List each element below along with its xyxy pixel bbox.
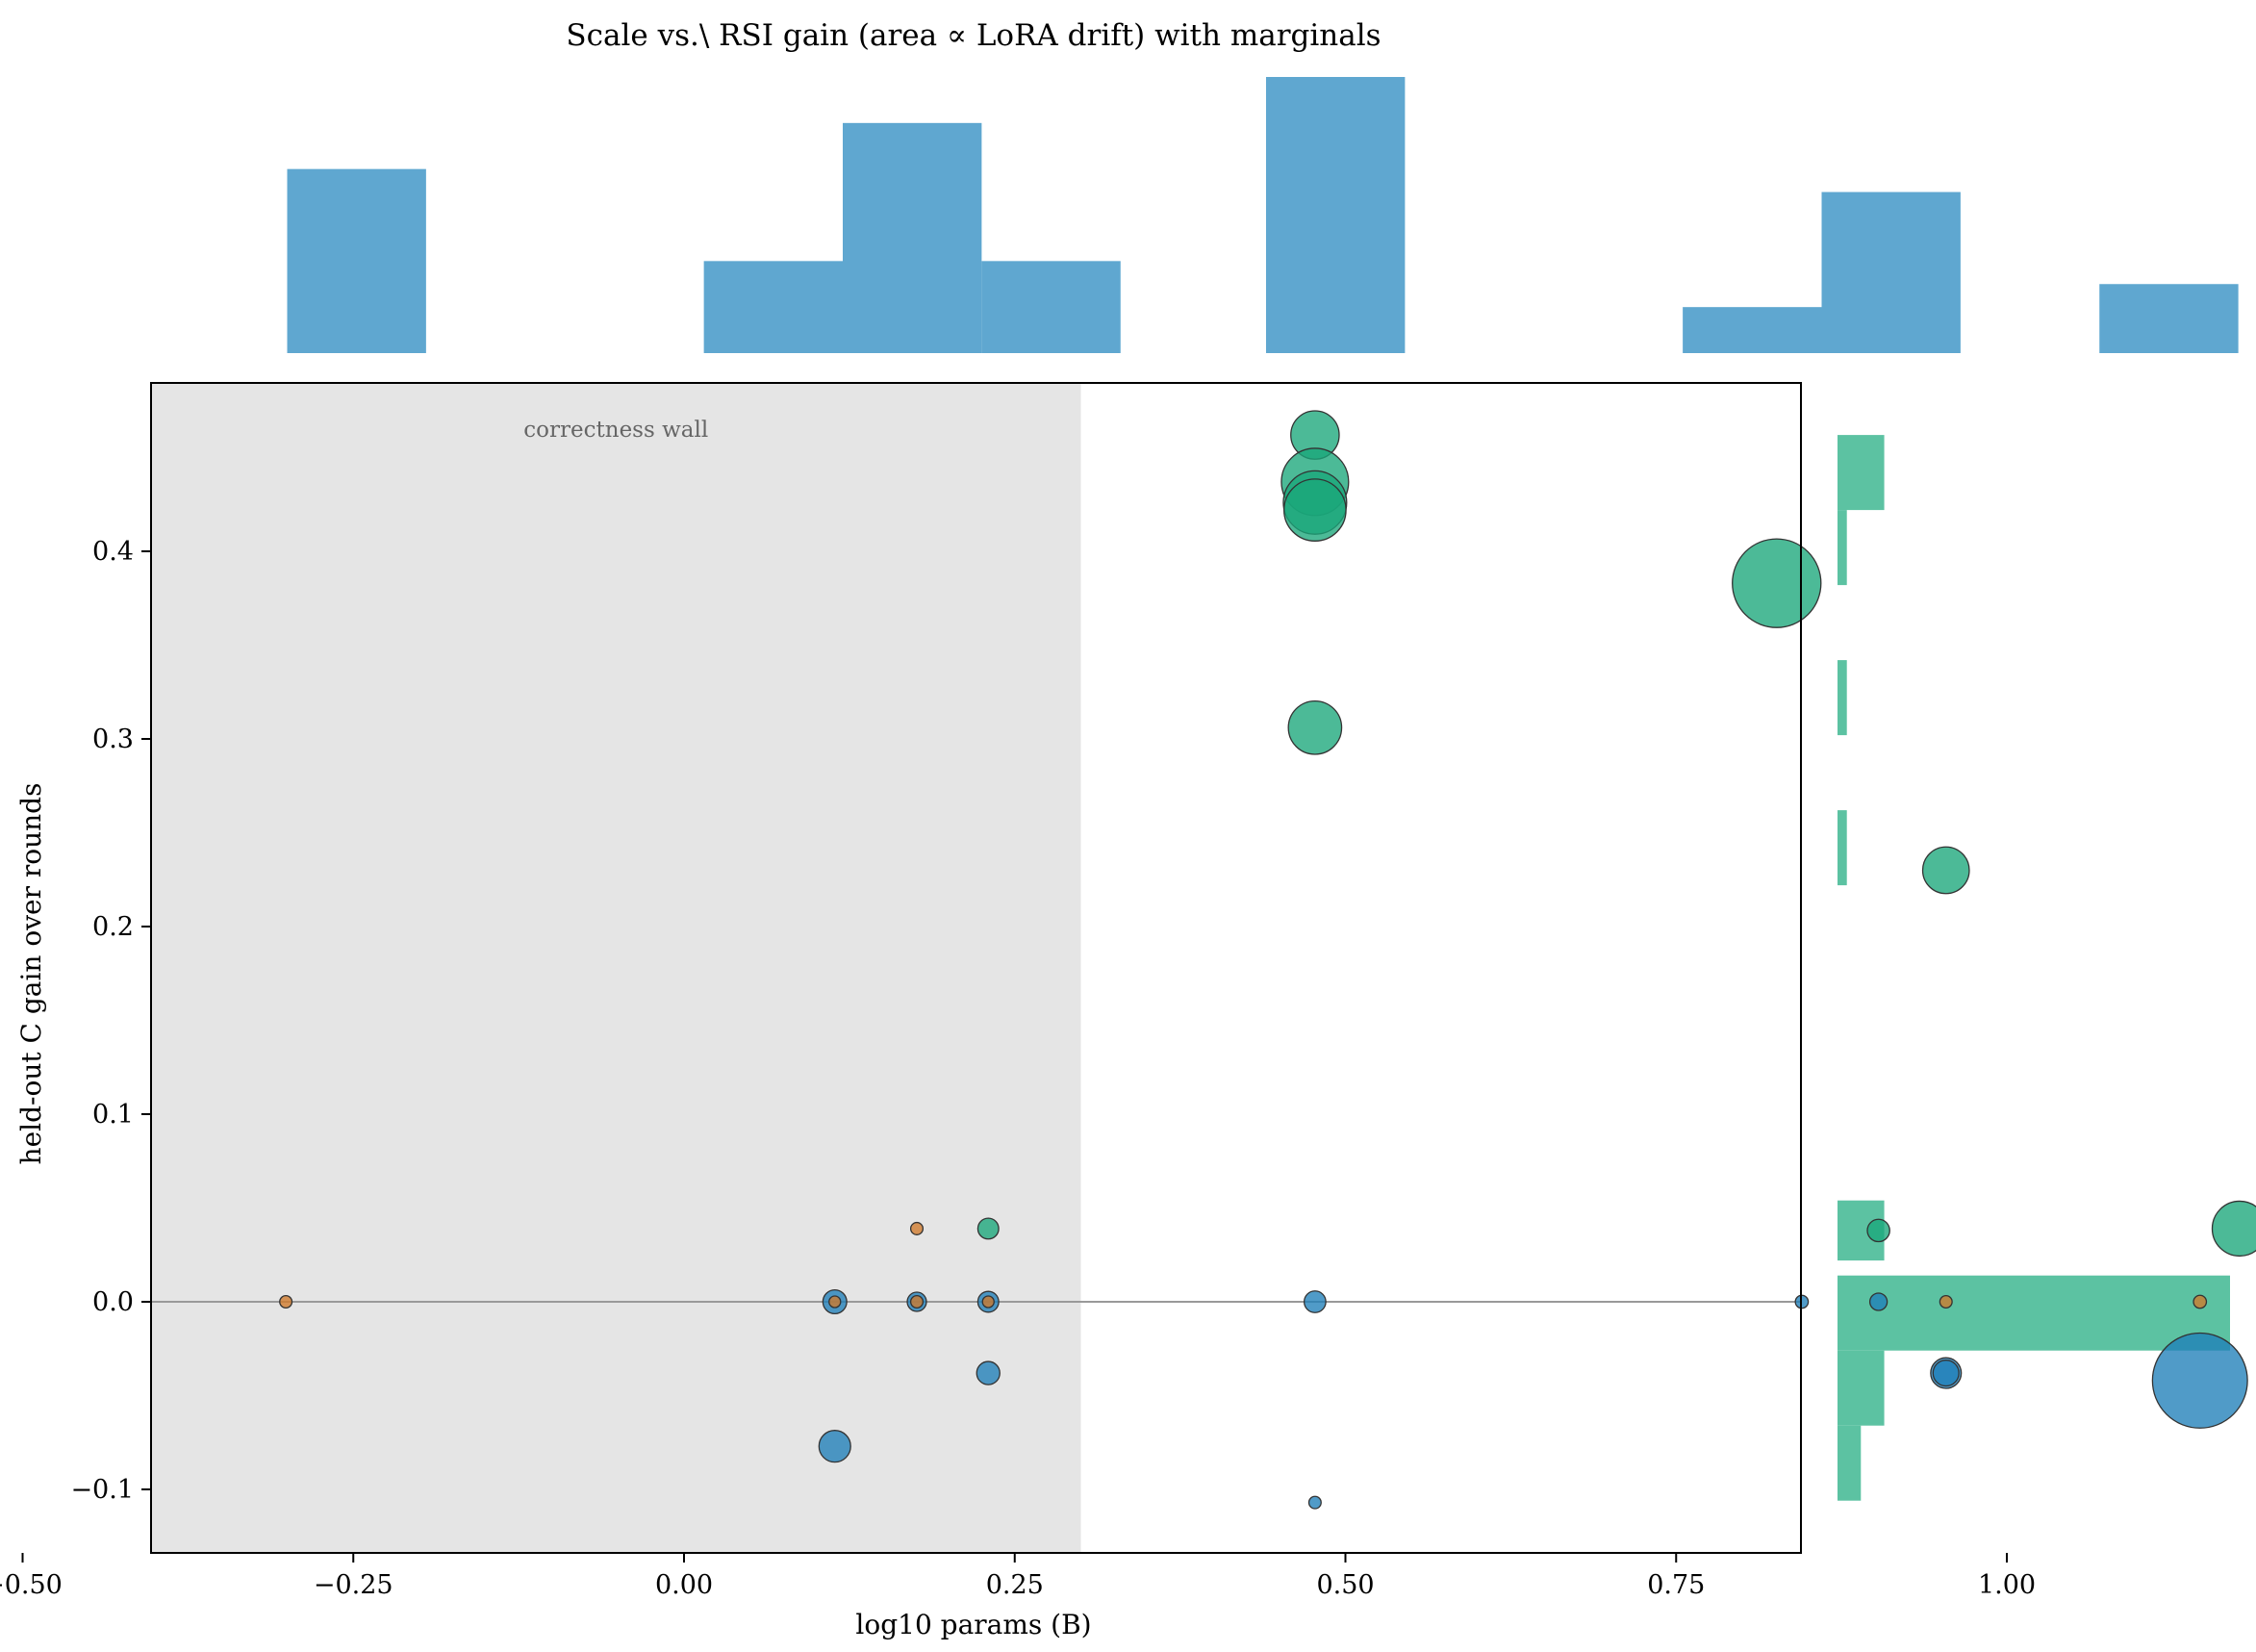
scatter-point-s0-p5 bbox=[1287, 699, 1343, 755]
top-hist-bar-7 bbox=[2099, 284, 2239, 353]
right-hist-bar-7 bbox=[1838, 1425, 1862, 1501]
right-hist-bar-3 bbox=[1838, 810, 1847, 886]
x-tick-label: −0.50 bbox=[0, 1570, 63, 1600]
scatter-point-s2-p1 bbox=[828, 1295, 842, 1309]
y-tick-label: 0.0 bbox=[92, 1287, 134, 1317]
scatter-point-s0-p9 bbox=[2211, 1200, 2256, 1258]
plot-frame bbox=[150, 382, 1802, 1554]
correctness-wall-region bbox=[151, 383, 1081, 1553]
y-tick-label: 0.3 bbox=[92, 724, 134, 754]
y-axis-ticks: −0.1 0.0 0.1 0.2 0.3 0.4 bbox=[70, 537, 151, 1505]
scatter-point-s2-p5 bbox=[1939, 1294, 1953, 1309]
scatter-point-s1-p8 bbox=[2151, 1332, 2248, 1429]
top-hist-bar-2 bbox=[843, 122, 982, 353]
right-hist-bar-5 bbox=[1838, 1275, 2230, 1351]
x-tick-label: 0.75 bbox=[1647, 1570, 1705, 1600]
top-hist-bar-1 bbox=[703, 261, 843, 353]
top-hist-bar-6 bbox=[1821, 191, 1961, 353]
right-hist-bar-6 bbox=[1838, 1350, 1885, 1426]
top-hist-bar-3 bbox=[981, 261, 1121, 353]
scatter-point-s0-p7 bbox=[976, 1217, 1000, 1240]
y-tick-label: −0.1 bbox=[70, 1475, 134, 1505]
scatter-point-s2-p6 bbox=[2193, 1294, 2208, 1309]
scatter-point-s2-p0 bbox=[279, 1294, 293, 1309]
x-tick-label: 0.00 bbox=[655, 1570, 713, 1600]
x-tick-label: 0.50 bbox=[1316, 1570, 1374, 1600]
x-tick-label: 0.25 bbox=[986, 1570, 1044, 1600]
scatter-point-s1-p11 bbox=[1307, 1495, 1322, 1510]
right-hist-bar-2 bbox=[1838, 660, 1847, 736]
top-marginal-histogram bbox=[287, 77, 2239, 353]
main-plot-area: correctness wall −0.50 −0.25 0.00 0.25 0.50 0… bbox=[0, 382, 2256, 1600]
scatter-point-s1-p5 bbox=[1868, 1292, 1888, 1311]
top-hist-bar-0 bbox=[287, 168, 426, 353]
x-tick-label: −0.25 bbox=[314, 1570, 393, 1600]
x-axis-label: log10 params (B) bbox=[855, 1609, 1091, 1640]
y-tick-label: 0.4 bbox=[92, 537, 134, 567]
scatter-point-s1-p9 bbox=[976, 1360, 1001, 1385]
scatter-point-s2-p3 bbox=[981, 1295, 995, 1309]
chart-title: Scale vs.\ RSI gain (area ∝ LoRA drift) … bbox=[566, 18, 1381, 53]
scatter-point-s1-p3 bbox=[1303, 1290, 1327, 1313]
y-tick-label: 0.1 bbox=[92, 1100, 134, 1130]
y-axis-label: held-out C gain over rounds bbox=[15, 783, 47, 1165]
x-axis-ticks: −0.50−0.250.000.250.500.751.001.25 bbox=[0, 1553, 2036, 1600]
right-marginal-histogram bbox=[1838, 435, 2230, 1501]
scatter-point-s1-p7 bbox=[1932, 1360, 1960, 1387]
top-hist-bar-5 bbox=[1683, 307, 1822, 353]
top-hist-bar-4 bbox=[1266, 77, 1406, 353]
scatter-point-s2-p4 bbox=[909, 1221, 925, 1235]
right-hist-bar-0 bbox=[1838, 435, 1885, 511]
scatter-point-s0-p4 bbox=[1732, 538, 1822, 628]
scatter-point-s0-p3 bbox=[1283, 478, 1347, 542]
scatter-point-s1-p10 bbox=[818, 1430, 851, 1463]
x-tick-label: 1.00 bbox=[1978, 1570, 2036, 1600]
scatter-point-s2-p2 bbox=[909, 1294, 925, 1309]
right-hist-bar-1 bbox=[1838, 510, 1847, 586]
scatter-points bbox=[279, 410, 2256, 1510]
correctness-wall-label: correctness wall bbox=[523, 418, 708, 443]
scatter-point-s0-p8 bbox=[1866, 1218, 1890, 1243]
y-tick-label: 0.2 bbox=[92, 912, 134, 942]
scatter-point-s0-p6 bbox=[1921, 846, 1970, 895]
